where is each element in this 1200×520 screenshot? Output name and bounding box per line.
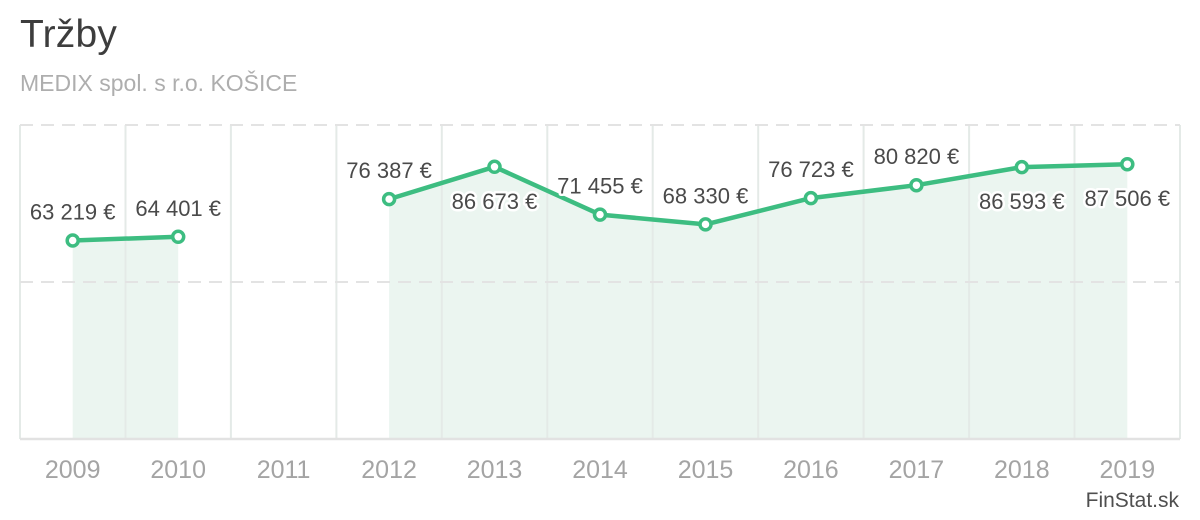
data-point-2019[interactable] xyxy=(1120,156,1135,172)
data-point-2018[interactable] xyxy=(1014,159,1030,175)
year-label-2012: 2012 xyxy=(361,456,417,484)
value-label-2012: 76 387 € xyxy=(346,158,432,183)
year-label-2011: 2011 xyxy=(257,456,311,484)
year-label-2017: 2017 xyxy=(889,456,945,484)
data-point-2013[interactable] xyxy=(487,159,502,175)
year-label-2009: 2009 xyxy=(45,456,101,484)
year-label-2016: 2016 xyxy=(783,456,839,484)
year-label-2018: 2018 xyxy=(994,456,1050,484)
data-point-2015[interactable] xyxy=(698,217,713,232)
data-point-2016[interactable] xyxy=(803,190,819,206)
year-label-2014: 2014 xyxy=(572,456,628,484)
value-label-2019: 87 506 € xyxy=(1084,186,1170,211)
value-label-2010: 64 401 € xyxy=(135,196,221,221)
year-label-2019: 2019 xyxy=(1099,456,1155,484)
value-label-2017: 80 820 € xyxy=(874,144,960,169)
finstat-watermark-link[interactable]: FinStat.sk xyxy=(1085,489,1179,512)
data-point-2010[interactable] xyxy=(170,229,186,245)
year-label-2013: 2013 xyxy=(467,456,523,484)
year-label-2010: 2010 xyxy=(150,456,206,484)
data-point-2012[interactable] xyxy=(381,191,397,207)
series-line xyxy=(70,234,181,243)
page-title: Tržby xyxy=(20,13,118,56)
data-point-2017[interactable] xyxy=(909,177,924,193)
year-label-2015: 2015 xyxy=(678,456,734,484)
value-label-2018: 86 593 € xyxy=(979,189,1065,214)
value-label-2014: 71 455 € xyxy=(557,174,643,199)
data-point-2014[interactable] xyxy=(592,207,608,222)
value-label-2015: 68 330 € xyxy=(663,183,749,208)
value-label-2016: 76 723 € xyxy=(768,157,854,182)
value-label-2013: 86 673 € xyxy=(452,189,538,214)
data-point-2009[interactable] xyxy=(65,233,80,248)
value-label-2009: 63 219 € xyxy=(30,200,116,225)
company-subtitle: MEDIX spol. s r.o. KOŠICE xyxy=(20,70,298,96)
series-line xyxy=(386,161,1130,227)
